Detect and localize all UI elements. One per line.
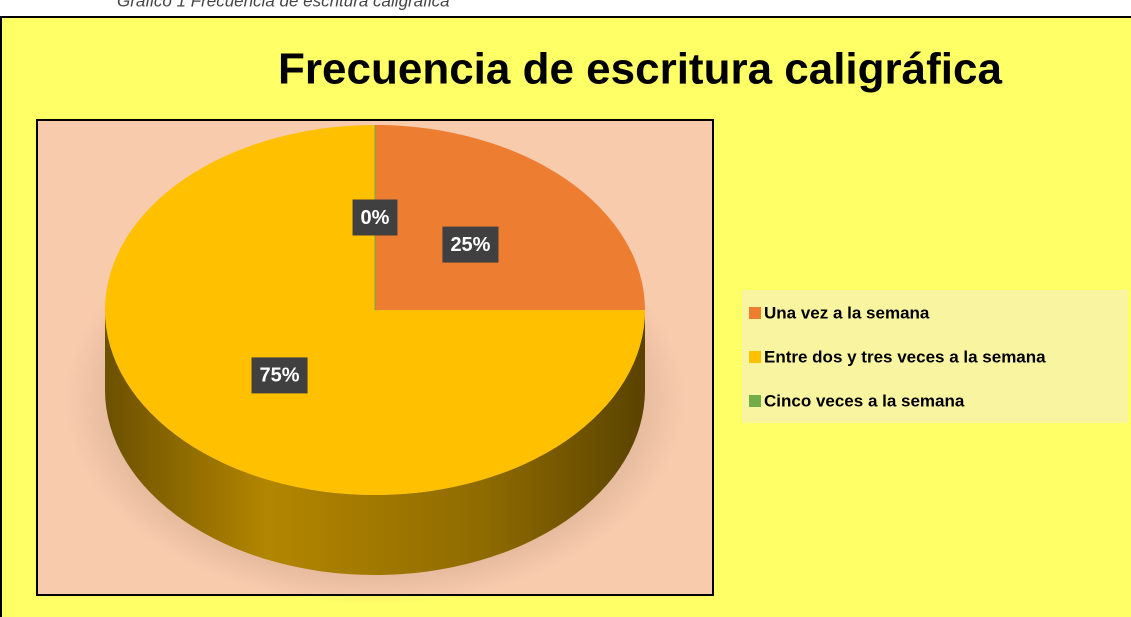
data-label-box	[251, 357, 308, 394]
data-label: 75%	[251, 357, 308, 394]
legend-label: Una vez a la semana	[764, 303, 930, 322]
legend-swatch	[749, 351, 761, 363]
data-label: 25%	[442, 226, 499, 263]
pie-side	[105, 310, 645, 575]
data-label-text: 0%	[361, 207, 390, 229]
legend-swatch	[749, 307, 761, 319]
data-label-text: 75%	[260, 365, 300, 387]
legend-swatch	[749, 395, 761, 407]
data-label-box	[442, 226, 499, 263]
legend-label: Cinco veces a la semana	[764, 391, 965, 410]
pie: 25% 75% 0%	[65, 125, 685, 605]
pie-slice	[375, 125, 645, 310]
data-label: 0%	[352, 199, 398, 236]
chart-title: Frecuencia de escritura caligráfica	[278, 45, 1002, 94]
chart-border	[0, 16, 1131, 617]
data-label-box	[352, 199, 398, 236]
caption: Gráfico 1 Frecuencia de escritura caligr…	[117, 0, 450, 10]
legend-label: Entre dos y tres veces a la semana	[764, 347, 1046, 366]
data-label-text: 25%	[450, 234, 490, 256]
legend	[742, 290, 1128, 423]
legend-items: Una vez a la semana Entre dos y tres vece…	[749, 303, 1046, 410]
